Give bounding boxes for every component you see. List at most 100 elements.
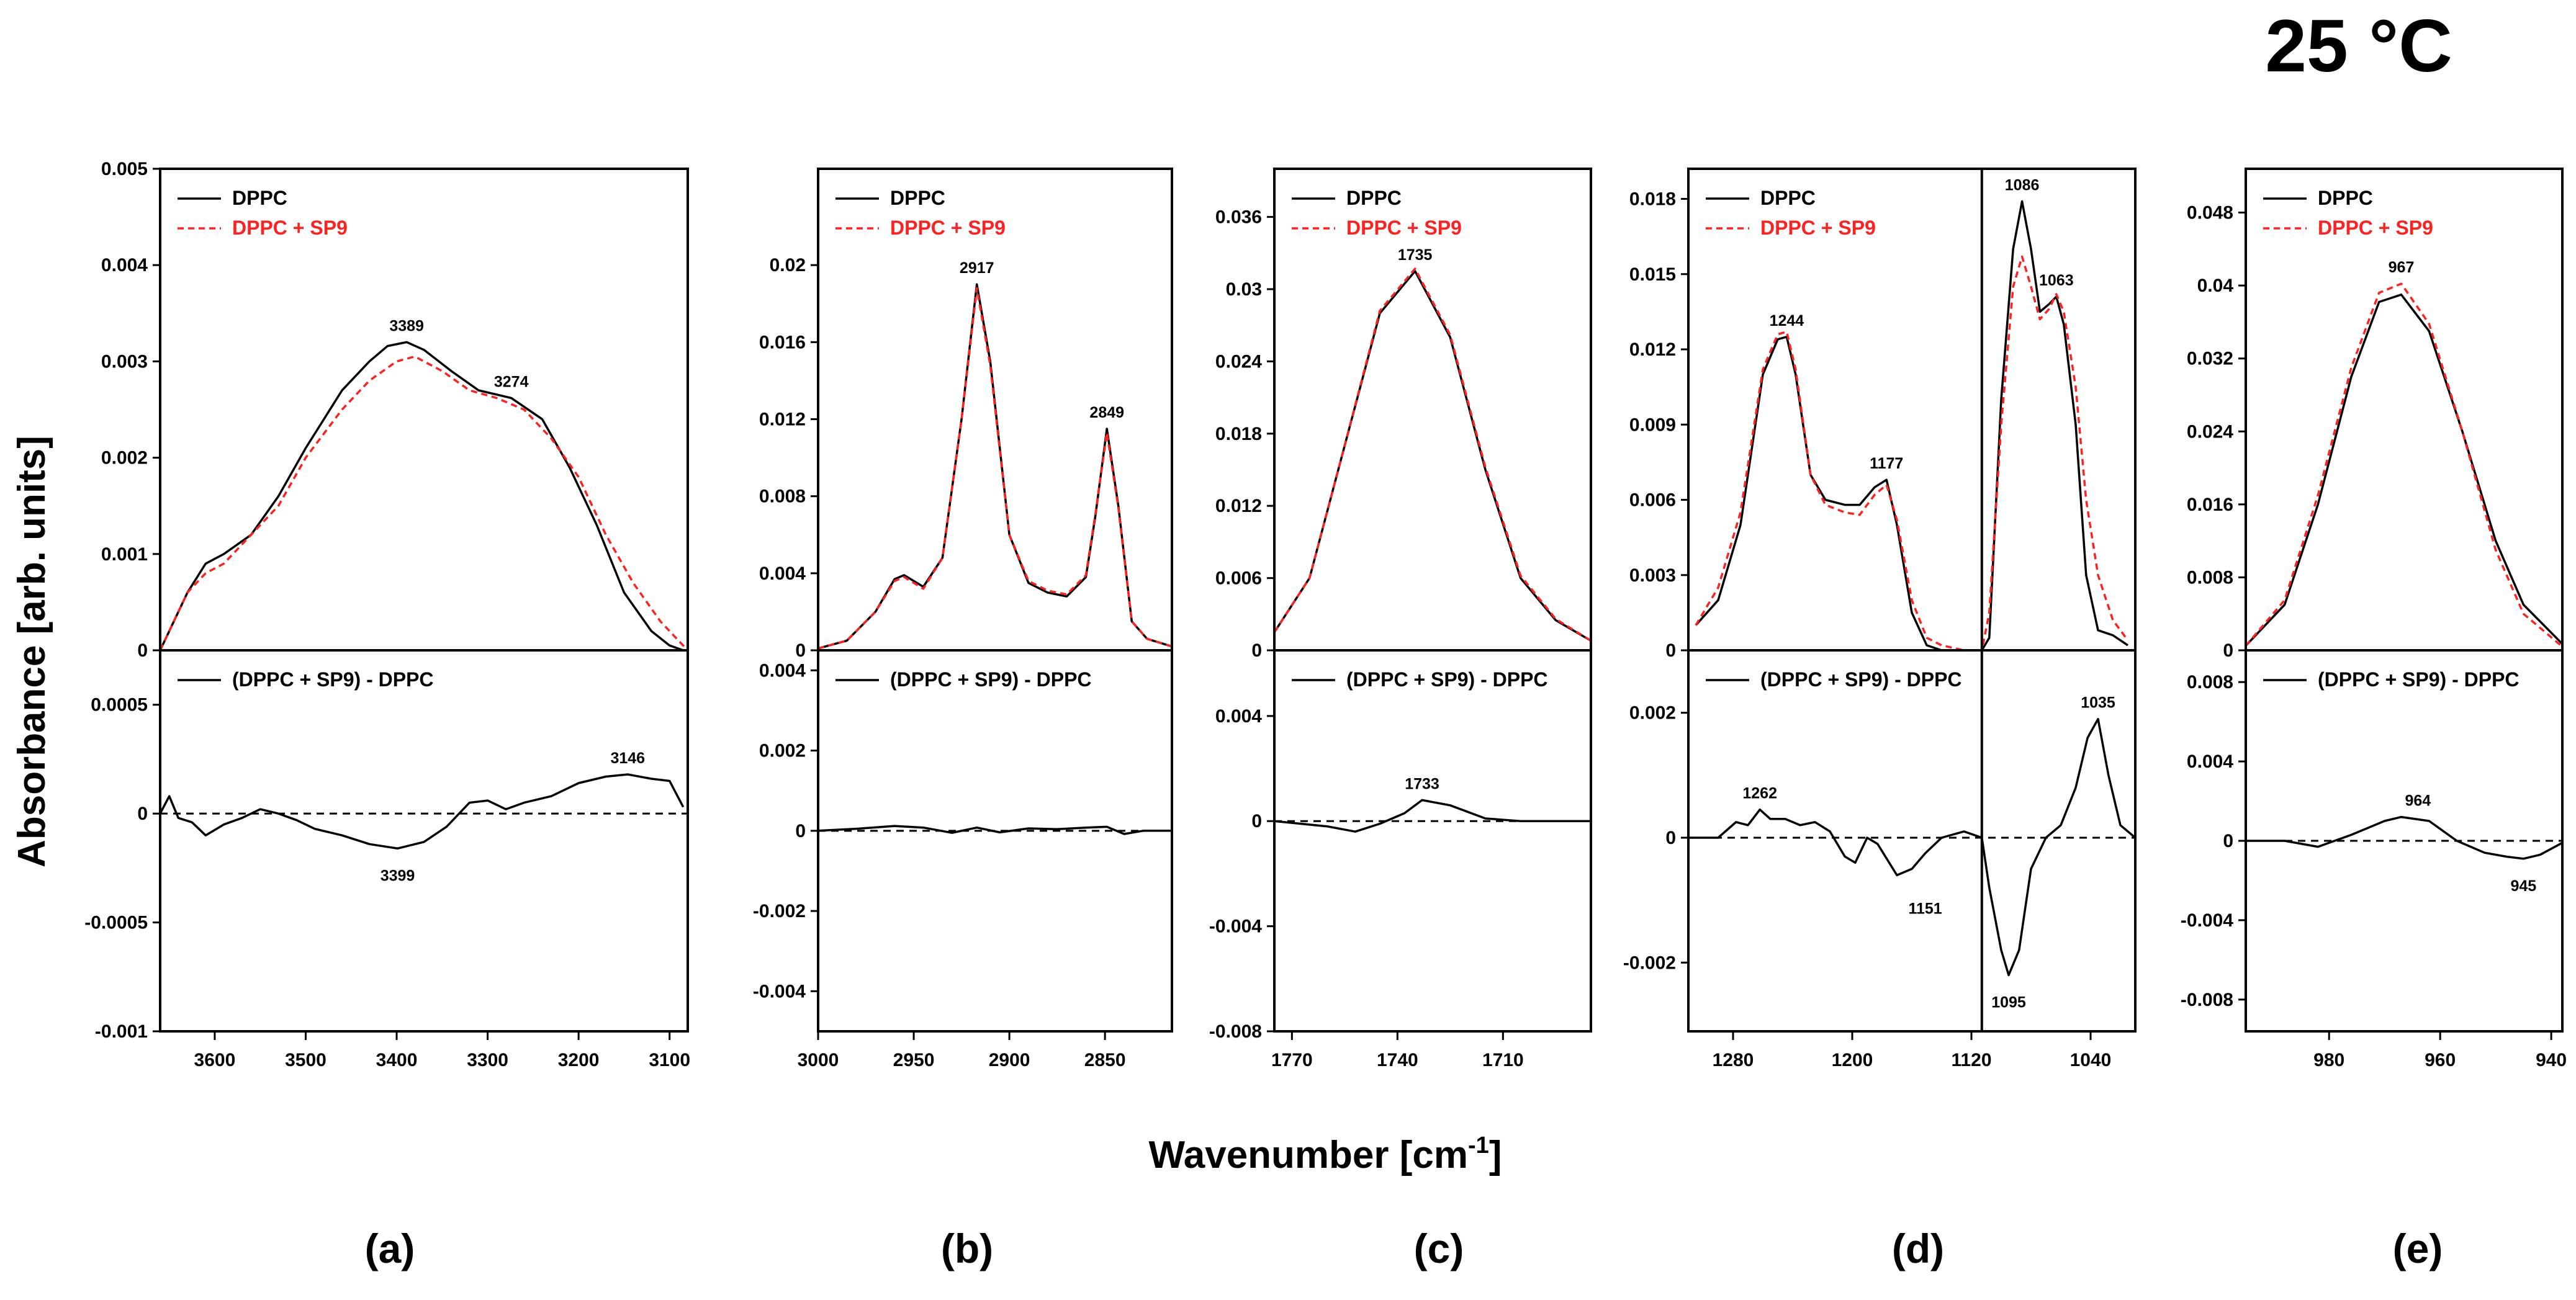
x-tick-label: 1200 xyxy=(1832,1050,1873,1070)
legend-label: (DPPC + SP9) - DPPC xyxy=(232,668,434,691)
y-tick-label: 0 xyxy=(137,804,148,824)
y-tick-label: 0.024 xyxy=(2187,421,2233,442)
y-tick-label: 0.018 xyxy=(1215,424,1262,444)
y-tick-label: 0 xyxy=(2223,831,2233,851)
legend-label: (DPPC + SP9) - DPPC xyxy=(1760,668,1962,691)
y-tick-label: -0.004 xyxy=(1209,917,1262,937)
peak-label: 1086 xyxy=(2005,177,2040,194)
peak-label: 1151 xyxy=(1908,900,1942,917)
dppc-sp9-series-line xyxy=(1273,267,1592,642)
y-tick-label: 0.002 xyxy=(1629,703,1676,724)
y-tick-label: 0 xyxy=(1251,640,1262,661)
temperature-label: 25 °C xyxy=(2265,4,2452,87)
y-tick-label: 0.016 xyxy=(759,332,806,352)
peak-label: 1063 xyxy=(2039,272,2074,289)
x-tick-label: 1770 xyxy=(1271,1050,1313,1070)
x-tick-label: 3600 xyxy=(194,1050,236,1070)
y-tick-label: 0.004 xyxy=(2187,751,2233,772)
y-tick-label: 0.001 xyxy=(101,544,148,565)
y-tick-label: -0.004 xyxy=(753,981,806,1002)
y-tick-label: 0 xyxy=(1251,811,1262,832)
plot-frame xyxy=(159,168,689,1033)
legend-label: (DPPC + SP9) - DPPC xyxy=(1346,668,1548,691)
dppc-series-line xyxy=(159,341,684,652)
x-tick-label: 2900 xyxy=(989,1050,1030,1070)
legend-label: (DPPC + SP9) - DPPC xyxy=(890,668,1092,691)
x-tick-label: 1740 xyxy=(1377,1050,1418,1070)
y-tick-label: 0 xyxy=(795,640,806,661)
dppc-series-line xyxy=(817,283,1173,650)
peak-label: 1244 xyxy=(1770,312,1804,329)
panel-label-c: (c) xyxy=(1414,1226,1464,1271)
y-tick-label: 0.003 xyxy=(101,351,148,372)
y-tick-label: 0.018 xyxy=(1629,189,1676,210)
y-tick-label: 0.04 xyxy=(2197,276,2234,296)
y-tick-label: 0.015 xyxy=(1629,264,1676,285)
y-tick-label: 0.004 xyxy=(759,660,806,681)
x-tick-label: 1280 xyxy=(1713,1050,1754,1070)
panel-label-b: (b) xyxy=(941,1226,993,1271)
y-tick-label: 0.024 xyxy=(1215,351,1262,372)
plot-frame xyxy=(1687,168,2137,1033)
dppc-sp9-series-line xyxy=(817,287,1173,650)
x-tick-label: 1040 xyxy=(2070,1050,2112,1070)
legend-label: DPPC + SP9 xyxy=(890,217,1006,239)
difference-series-line xyxy=(1688,717,2137,977)
peak-label: 3399 xyxy=(381,867,415,884)
x-axis-label-sup: -1 xyxy=(1468,1132,1489,1159)
x-tick-label: 3000 xyxy=(798,1050,839,1070)
panel-e: 0 0.008 0.016 0.024 0.032 0.04 0.048 967 DPPC DPP… xyxy=(2181,168,2567,1070)
y-tick-label: -0.002 xyxy=(1623,953,1676,973)
y-tick-label: 0.009 xyxy=(1629,415,1676,435)
peak-label: 1095 xyxy=(1991,993,2026,1011)
peak-label: 3389 xyxy=(389,317,424,334)
peak-label: 1035 xyxy=(2081,694,2115,712)
peak-label: 1177 xyxy=(1870,455,1903,472)
y-tick-label: 0.002 xyxy=(101,448,148,468)
x-tick-label: 3200 xyxy=(558,1050,600,1070)
y-tick-label: 0.006 xyxy=(1215,568,1262,589)
peak-label: 964 xyxy=(2405,792,2431,810)
peak-label: 3146 xyxy=(610,750,645,767)
dppc-series-line xyxy=(2245,294,2564,647)
legend-label: DPPC xyxy=(1760,187,1816,209)
y-tick-label: 0.004 xyxy=(759,563,806,584)
y-tick-label: 0.008 xyxy=(759,486,806,507)
x-tick-label: 940 xyxy=(2536,1050,2567,1070)
peak-label: 2917 xyxy=(960,259,994,277)
y-tick-label: 0.048 xyxy=(2187,203,2233,223)
difference-series-line xyxy=(1274,799,1591,833)
y-tick-label: -0.002 xyxy=(753,901,806,921)
y-tick-label: 0.0005 xyxy=(91,695,148,715)
panel-a: 0 0.001 0.002 0.003 0.004 0.005 3389 3274 DPPC DP… xyxy=(84,159,690,1070)
y-tick-label: 0 xyxy=(1665,828,1676,848)
peak-label: 967 xyxy=(2389,259,2415,276)
legend-label: DPPC xyxy=(1346,187,1402,209)
legend-label: DPPC xyxy=(890,187,945,209)
legend-label: DPPC xyxy=(2318,187,2373,209)
y-tick-label: 0 xyxy=(1665,640,1676,661)
y-tick-label: 0.004 xyxy=(1215,706,1262,727)
panel-d: 0 0.003 0.006 0.009 0.012 0.015 0.018 1244 1177 1… xyxy=(1623,168,2137,1070)
y-tick-label: 0.004 xyxy=(101,255,148,276)
peak-label: 1262 xyxy=(1742,785,1777,802)
legend-label: (DPPC + SP9) - DPPC xyxy=(2318,668,2520,691)
legend-label: DPPC + SP9 xyxy=(1346,217,1462,239)
panel-label-d: (d) xyxy=(1892,1226,1944,1271)
y-tick-label: 0.036 xyxy=(1215,207,1262,228)
y-tick-label: 0.032 xyxy=(2187,349,2233,369)
x-tick-label: 3100 xyxy=(649,1050,690,1070)
plot-frame xyxy=(817,168,1173,1033)
y-tick-label: 0.008 xyxy=(2187,672,2233,693)
x-tick-label: 2950 xyxy=(893,1050,935,1070)
y-tick-label: 0.012 xyxy=(1629,339,1676,360)
panel-label-e: (e) xyxy=(2393,1226,2443,1271)
x-tick-label: 1710 xyxy=(1482,1050,1524,1070)
y-tick-label: 0.012 xyxy=(759,410,806,430)
difference-series-line xyxy=(817,825,1172,835)
x-tick-label: 980 xyxy=(2313,1050,2344,1070)
panel-label-a: (a) xyxy=(365,1226,415,1271)
y-tick-label: -0.008 xyxy=(1209,1021,1262,1042)
